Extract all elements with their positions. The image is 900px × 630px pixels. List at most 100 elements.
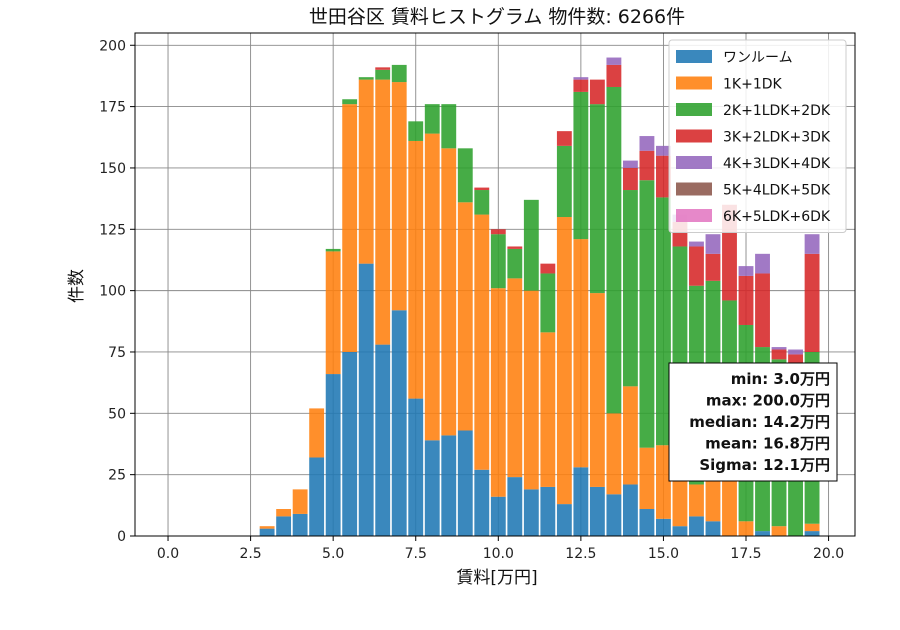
- stats-box: min: 3.0万円 max: 200.0万円 median: 14.2万円 mean…: [668, 362, 838, 482]
- histogram-bar: [656, 197, 671, 446]
- histogram-bar: [622, 190, 638, 387]
- histogram-bar: [408, 398, 424, 536]
- histogram-bar: [507, 477, 523, 536]
- histogram-bar: [507, 278, 523, 478]
- histogram-bar: [474, 469, 490, 536]
- histogram-bar: [573, 467, 589, 536]
- histogram-bar: [804, 253, 820, 352]
- histogram-bar: [540, 263, 556, 274]
- histogram-bar: [490, 496, 506, 536]
- legend-label: ワンルーム: [723, 50, 793, 66]
- y-axis-label: 件数: [67, 269, 87, 303]
- histogram-bar: [441, 104, 457, 149]
- histogram-bar: [474, 187, 490, 191]
- histogram-bar: [755, 531, 770, 536]
- histogram-bar: [540, 332, 556, 487]
- legend-label: 2K+1LDK+2DK: [723, 103, 831, 119]
- histogram-bar: [276, 509, 292, 517]
- histogram-bar: [606, 413, 622, 495]
- legend-box: [668, 39, 847, 233]
- histogram-bar: [490, 234, 506, 289]
- histogram-bar: [408, 140, 424, 399]
- y-tick-label: 150: [99, 161, 126, 177]
- legend-label: 3K+2LDK+3DK: [723, 130, 831, 146]
- histogram-bar: [474, 190, 490, 215]
- histogram-bar: [656, 445, 671, 519]
- histogram-bar: [589, 486, 605, 536]
- bars: [259, 57, 820, 536]
- histogram-bar: [259, 526, 275, 529]
- histogram-bar: [292, 513, 308, 536]
- histogram-bar: [507, 246, 523, 249]
- histogram-bar: [573, 77, 589, 80]
- histogram-bar: [672, 526, 688, 536]
- histogram-bar: [606, 57, 622, 65]
- histogram-bar: [755, 253, 770, 274]
- histogram-bar: [771, 347, 787, 350]
- x-axis-label: 賃料[万円]: [456, 568, 537, 588]
- histogram-bar: [556, 217, 572, 505]
- histogram-bar: [672, 477, 688, 527]
- legend-label: 5K+4LDK+5DK: [723, 183, 831, 199]
- stats-box-frame: [668, 362, 838, 482]
- histogram-bar: [556, 131, 572, 146]
- legend-swatch: [676, 209, 712, 222]
- histogram-bar: [342, 99, 358, 105]
- y-tick-label: 0: [117, 529, 126, 545]
- legend-label: 4K+3LDK+4DK: [723, 156, 831, 172]
- histogram-bar: [705, 472, 721, 522]
- histogram-bar: [391, 310, 407, 536]
- histogram-bar: [639, 447, 655, 510]
- histogram-bar: [441, 148, 457, 436]
- histogram-bar: [358, 263, 374, 536]
- histogram-bar: [309, 457, 325, 536]
- y-tick-label: 100: [99, 284, 126, 300]
- histogram-bar: [424, 104, 440, 134]
- legend-label: 1K+1DK: [723, 77, 783, 93]
- histogram-bar: [292, 489, 308, 514]
- plot-frame: [134, 32, 856, 537]
- y-tick-label: 200: [99, 38, 126, 54]
- histogram-bar: [457, 430, 473, 536]
- histogram-bar: [523, 290, 539, 490]
- x-tick-label: 12.5: [565, 546, 596, 562]
- histogram-bar: [408, 121, 424, 141]
- x-tick-label: 0.0: [157, 546, 179, 562]
- legend: ワンルーム 1K+1DK 2K+1LDK+2DK 3K+2LDK+3DK 4K+3LDK…: [668, 39, 847, 233]
- chart-title: 世田谷区 賃料ヒストグラム 物件数: 6266件: [309, 6, 685, 28]
- histogram-bar: [804, 234, 820, 254]
- histogram-bar: [589, 79, 605, 105]
- histogram-bar: [689, 484, 704, 517]
- histogram-bar: [689, 241, 704, 247]
- histogram-bar: [556, 145, 572, 218]
- histogram-bar: [639, 180, 655, 448]
- histogram-bar: [771, 349, 787, 360]
- histogram-bar: [540, 273, 556, 333]
- legend-swatch: [676, 50, 712, 63]
- histogram-bar: [656, 155, 671, 198]
- histogram-bar: [424, 440, 440, 536]
- histogram-bar: [474, 214, 490, 470]
- histogram-bar: [523, 489, 539, 536]
- histogram-bar: [589, 104, 605, 294]
- legend-swatch: [676, 76, 712, 90]
- histogram-bar: [622, 484, 638, 536]
- y-tick-label: 125: [99, 222, 126, 238]
- x-tick-label: 20.0: [813, 546, 844, 562]
- stats-line: mean: 16.8万円: [705, 435, 830, 453]
- histogram-bar: [573, 239, 589, 468]
- x-tick-label: 17.5: [730, 546, 761, 562]
- legend-swatch: [676, 156, 712, 169]
- stats-line: min: 3.0万円: [731, 370, 830, 388]
- histogram-bar: [705, 234, 721, 254]
- histogram-bar: [622, 160, 638, 168]
- stats-line: median: 14.2万円: [689, 413, 830, 431]
- histogram-bar: [573, 79, 589, 92]
- histogram-bar: [738, 275, 754, 325]
- histogram-bar: [656, 145, 671, 156]
- histogram-bar: [375, 67, 391, 70]
- histogram-bar: [457, 148, 473, 203]
- x-tick-label: 10.0: [483, 546, 514, 562]
- histogram-bar: [375, 79, 391, 345]
- histogram-bar: [490, 288, 506, 497]
